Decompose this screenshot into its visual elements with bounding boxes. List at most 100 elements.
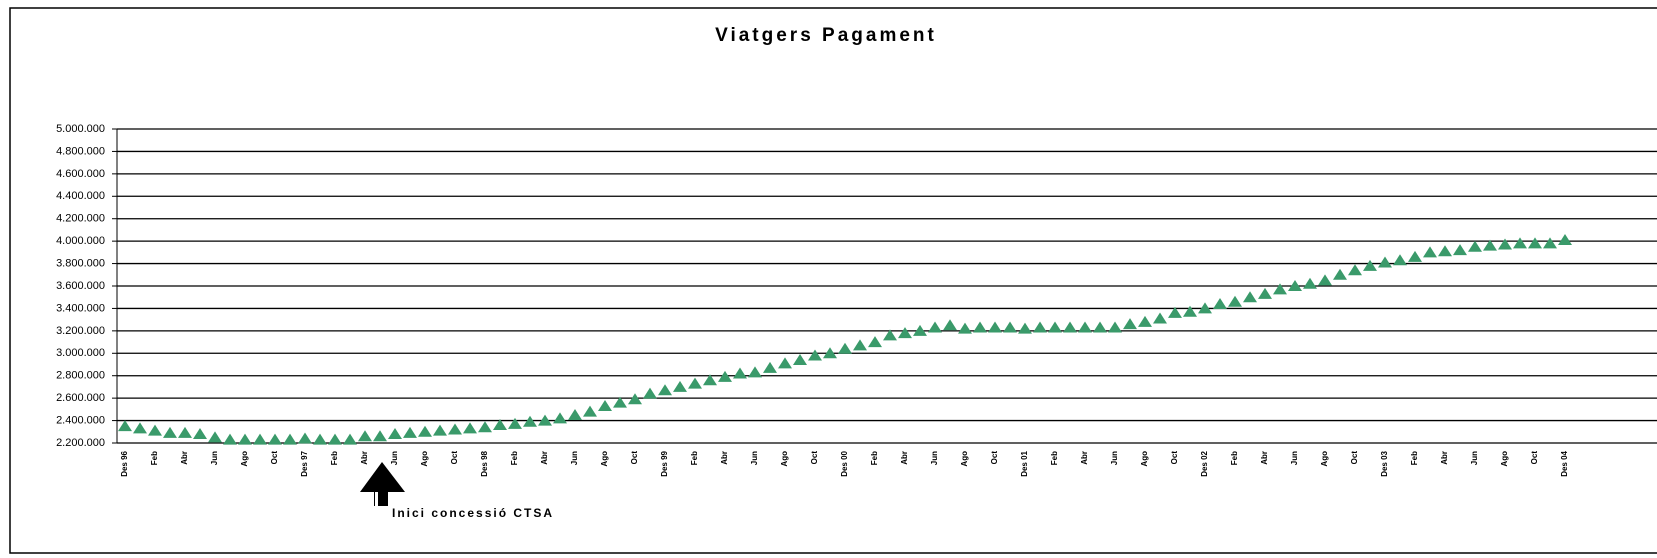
chart-frame	[9, 7, 1657, 554]
marker	[1153, 312, 1167, 324]
marker	[718, 370, 732, 382]
x-tick-label: Des 00	[840, 450, 849, 476]
marker	[1498, 238, 1512, 250]
marker	[1453, 244, 1467, 256]
marker	[1228, 295, 1242, 307]
x-tick-label: Des 98	[480, 450, 489, 476]
marker	[763, 361, 777, 373]
marker	[1108, 321, 1122, 333]
marker	[658, 384, 672, 396]
marker	[313, 433, 327, 445]
x-tick-label: Oct	[1530, 451, 1539, 465]
marker	[628, 393, 642, 405]
marker	[1393, 254, 1407, 266]
x-tick-label: Ago	[240, 451, 249, 467]
marker	[778, 357, 792, 369]
marker	[253, 433, 267, 445]
y-tick-label: 3.200.000	[56, 325, 105, 337]
y-tick-label: 3.600.000	[56, 280, 105, 292]
x-tick-label: Ago	[960, 451, 969, 467]
marker	[178, 426, 192, 438]
x-tick-label: Ago	[1320, 451, 1329, 467]
y-tick-label: 3.800.000	[56, 257, 105, 269]
marker	[1018, 322, 1032, 334]
x-tick-label: Ago	[420, 451, 429, 467]
x-tick-label: Feb	[690, 451, 699, 465]
marker	[1258, 287, 1272, 299]
marker	[1048, 321, 1062, 333]
x-tick-label: Ago	[780, 451, 789, 467]
marker	[613, 396, 627, 408]
marker	[1123, 318, 1137, 330]
marker	[1378, 256, 1392, 268]
marker	[1318, 274, 1332, 286]
marker	[523, 415, 537, 427]
x-tick-label: Ago	[1140, 451, 1149, 467]
marker	[748, 366, 762, 378]
marker	[973, 321, 987, 333]
y-tick-label: 4.600.000	[56, 168, 105, 180]
marker	[1213, 297, 1227, 309]
marker	[1528, 237, 1542, 249]
marker	[1078, 321, 1092, 333]
x-tick-label: Jun	[1290, 451, 1299, 465]
marker	[898, 327, 912, 339]
marker	[823, 347, 837, 359]
marker	[958, 322, 972, 334]
marker	[358, 430, 372, 442]
x-tick-label: Jun	[1110, 451, 1119, 465]
chart-title: Viatgers Pagament	[715, 25, 937, 46]
marker	[1483, 239, 1497, 251]
marker	[598, 399, 612, 411]
marker	[1423, 246, 1437, 258]
marker	[928, 321, 942, 333]
marker	[853, 339, 867, 351]
x-tick-label: Abr	[720, 451, 729, 465]
marker	[238, 433, 252, 445]
marker	[943, 319, 957, 331]
marker	[1348, 264, 1362, 276]
marker	[508, 417, 522, 429]
x-tick-label: Oct	[990, 451, 999, 465]
x-tick-label: Jun	[570, 451, 579, 465]
x-tick-label: Jun	[1470, 451, 1479, 465]
x-tick-label: Abr	[1080, 451, 1089, 465]
marker	[1513, 237, 1527, 249]
x-tick-label: Ago	[1500, 451, 1509, 467]
marker	[838, 342, 852, 354]
x-tick-label: Des 01	[1020, 450, 1029, 476]
marker	[208, 431, 222, 443]
marker	[1003, 321, 1017, 333]
x-tick-label: Abr	[360, 451, 369, 465]
annotation-arrow-stem	[378, 492, 388, 506]
marker	[298, 432, 312, 444]
marker	[733, 367, 747, 379]
marker	[403, 426, 417, 438]
x-tick-label: Des 96	[120, 450, 129, 476]
x-tick-label: Oct	[1170, 451, 1179, 465]
x-tick-label: Des 02	[1200, 450, 1209, 476]
marker	[793, 354, 807, 366]
marker	[1288, 280, 1302, 291]
marker	[808, 349, 822, 361]
marker	[1543, 237, 1557, 249]
y-tick-label: 4.000.000	[56, 235, 105, 247]
x-tick-label: Des 99	[660, 450, 669, 476]
marker	[553, 412, 567, 424]
x-tick-label: Jun	[930, 451, 939, 465]
x-tick-label: Abr	[900, 451, 909, 465]
marker	[193, 428, 207, 440]
marker	[1168, 306, 1182, 318]
x-tick-label: Feb	[150, 451, 159, 465]
x-tick-label: Des 04	[1560, 450, 1569, 476]
marker	[148, 424, 162, 436]
x-tick-label: Oct	[270, 451, 279, 465]
marker	[133, 422, 147, 434]
marker	[1243, 291, 1257, 303]
x-tick-label: Oct	[1350, 451, 1359, 465]
marker	[418, 425, 432, 437]
x-tick-label: Des 97	[300, 450, 309, 476]
x-tick-label: Abr	[1440, 451, 1449, 465]
marker	[268, 433, 282, 445]
